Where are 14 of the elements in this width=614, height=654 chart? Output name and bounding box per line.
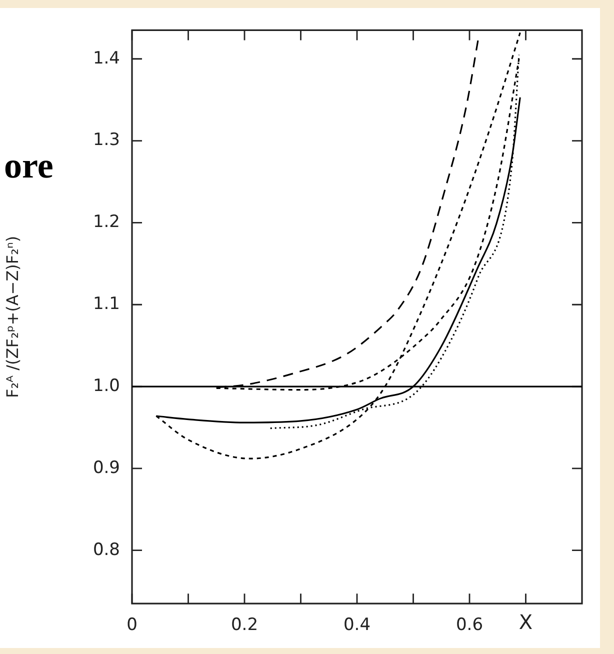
y-tick-label: 1.1 [92,294,120,314]
text: ore [4,145,54,186]
x-tick-label: 0.2 [230,615,258,636]
y-tick-label: 0.9 [92,458,120,478]
y-tick-label: 1.3 [92,130,120,150]
y-tick-label: 0.8 [92,540,120,560]
y-axis-title: F₂ᴬ /(ZF₂ᵖ+(A−Z)F₂ⁿ) [2,236,22,398]
y-tick-label: 1.4 [92,48,120,68]
x-tick-label: 0 [126,615,138,636]
y-tick-label: 1.0 [92,376,120,396]
x-tick-label: 0.6 [456,615,484,636]
x-tick-label: 0.4 [343,615,371,636]
x-axis-title: X [518,610,533,634]
y-tick-label: 1.2 [92,212,120,232]
